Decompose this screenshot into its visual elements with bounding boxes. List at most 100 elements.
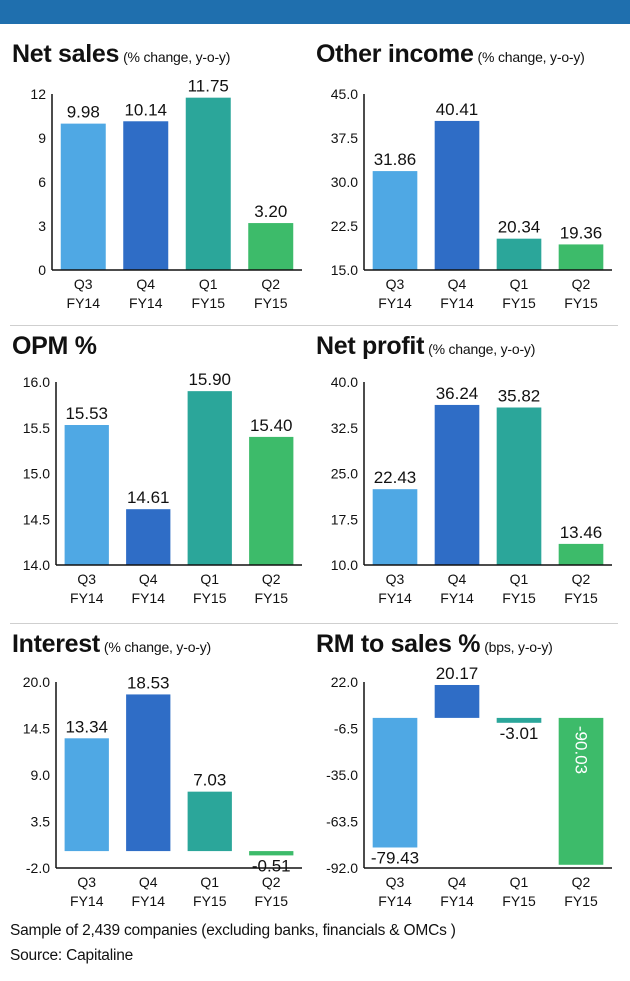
x-tick-label: FY14 <box>440 893 474 909</box>
y-tick-label: 12 <box>30 86 46 102</box>
value-label: 13.34 <box>65 717 108 736</box>
rm-to-sales-title: RM to sales % (bps, y-o-y) <box>316 630 553 659</box>
y-tick-label: -35.0 <box>326 767 358 783</box>
value-label: 40.41 <box>436 100 479 119</box>
x-tick-label: FY14 <box>67 295 101 311</box>
interest-title: Interest (% change, y-o-y) <box>12 630 211 659</box>
x-tick-label: Q3 <box>77 571 96 587</box>
value-label: 10.14 <box>124 100 167 119</box>
opm-title: OPM % <box>12 332 101 361</box>
y-tick-label: 6 <box>38 174 46 190</box>
bar-q3 <box>64 738 109 852</box>
x-tick-label: Q1 <box>199 276 218 292</box>
other-income-chart: 15.0 22.5 30.0 37.5 45.0 31.86 Q3 FY14 40.41 Q4 FY… <box>331 86 612 311</box>
x-tick-label: Q1 <box>510 874 529 890</box>
y-tick-label: -63.5 <box>326 814 358 830</box>
bar-q3 <box>372 489 418 565</box>
chart-subtitle: (% change, y-o-y) <box>123 49 231 65</box>
bar-q4 <box>126 694 171 852</box>
y-tick-label: -2.0 <box>26 860 50 876</box>
x-tick-label: FY14 <box>132 893 166 909</box>
bar-q1 <box>496 238 542 270</box>
interest-panel: Interest (% change, y-o-y) -2.0 3.5 9.0 14.5… <box>12 630 307 920</box>
chart-subtitle: (% change, y-o-y) <box>103 639 212 655</box>
rm-to-sales-panel: RM to sales % (bps, y-o-y) -92.0 -63.5 -35.… <box>316 630 616 920</box>
bar-q2 <box>558 244 604 270</box>
value-label: 22.43 <box>374 468 417 487</box>
source-note: Source: Capitaline <box>10 947 134 964</box>
value-label: 11.75 <box>188 77 229 96</box>
x-tick-label: Q3 <box>386 571 405 587</box>
y-tick-label: 45.0 <box>331 86 358 102</box>
value-label: 15.53 <box>65 404 108 423</box>
x-tick-label: Q2 <box>262 874 281 890</box>
opm-panel: OPM % 14.0 14.5 15.0 15.5 16.0 15.53 Q3 FY14 14.… <box>12 332 307 617</box>
chart-subtitle: (bps, y-o-y) <box>484 639 553 655</box>
y-tick-label: 40.0 <box>331 374 358 390</box>
value-label: -0.51 <box>252 856 291 875</box>
y-tick-label: 37.5 <box>331 130 358 146</box>
x-tick-label: Q2 <box>572 276 591 292</box>
value-label: 20.34 <box>498 218 541 237</box>
value-label: 36.24 <box>436 384 479 403</box>
x-tick-label: FY15 <box>502 295 536 311</box>
bar-q1 <box>187 391 232 565</box>
opm-chart: 14.0 14.5 15.0 15.5 16.0 15.53 Q3 FY14 14.61 Q4 FY… <box>23 370 302 606</box>
bar-q4 <box>434 120 480 270</box>
x-tick-label: Q1 <box>510 571 529 587</box>
value-label: 18.53 <box>127 673 170 692</box>
y-tick-label: 15.5 <box>23 420 50 436</box>
x-tick-label: Q4 <box>448 276 467 292</box>
y-tick-label: 22.5 <box>331 218 358 234</box>
y-tick-label: 22.0 <box>331 674 358 690</box>
x-tick-label: FY15 <box>255 893 289 909</box>
y-tick-label: 14.5 <box>23 511 50 527</box>
x-tick-label: Q3 <box>74 276 93 292</box>
x-tick-label: Q4 <box>139 571 158 587</box>
value-label: -79.43 <box>371 848 419 867</box>
bar-q2 <box>248 223 294 270</box>
y-tick-label: 32.5 <box>331 420 358 436</box>
y-tick-label: 17.5 <box>331 511 358 527</box>
x-tick-label: FY14 <box>129 295 163 311</box>
x-tick-label: FY14 <box>378 295 412 311</box>
y-tick-label: 15.0 <box>23 466 50 482</box>
x-tick-label: FY14 <box>132 590 166 606</box>
value-label: 15.90 <box>188 370 231 389</box>
x-tick-label: FY14 <box>440 590 474 606</box>
x-tick-label: Q1 <box>200 571 219 587</box>
value-label: 13.46 <box>560 523 603 542</box>
top-color-bar <box>0 0 630 24</box>
other-income-panel: Other income (% change, y-o-y) 15.0 22.5 30… <box>316 40 616 320</box>
x-tick-label: Q2 <box>261 276 280 292</box>
rm-to-sales-chart: -92.0 -63.5 -35.0 -6.5 22.0 -79.43 Q3 FY14 20.17… <box>326 664 612 909</box>
bar-q3 <box>60 123 106 270</box>
x-tick-label: Q2 <box>572 571 591 587</box>
x-tick-label: FY15 <box>564 893 598 909</box>
other-income-title: Other income (% change, y-o-y) <box>316 40 585 69</box>
sample-note: Sample of 2,439 companies (excluding ban… <box>10 922 456 939</box>
y-tick-label: 3 <box>38 218 46 234</box>
x-tick-label: FY15 <box>564 295 598 311</box>
value-label: 35.82 <box>498 386 541 405</box>
x-tick-label: FY15 <box>193 893 227 909</box>
y-tick-label: 9.0 <box>31 767 51 783</box>
bar-q4 <box>126 509 171 565</box>
bar-q3 <box>64 425 109 565</box>
row-divider-2 <box>10 623 618 624</box>
y-tick-label: 14.5 <box>23 721 50 737</box>
bar-q2 <box>249 436 294 565</box>
bar-q3 <box>372 717 418 848</box>
y-tick-label: 10.0 <box>331 557 358 573</box>
x-tick-label: FY15 <box>564 590 598 606</box>
x-tick-label: Q3 <box>386 276 405 292</box>
net-sales-chart: 0 3 6 9 12 9.98 Q3 FY14 10.14 Q4 FY14 11.75 Q1 FY15 3.… <box>30 77 302 311</box>
net-sales-title: Net sales (% change, y-o-y) <box>12 40 230 69</box>
value-label: 7.03 <box>193 771 226 790</box>
bar-q2 <box>558 717 604 865</box>
chart-title: OPM % <box>12 332 97 360</box>
bar-q1 <box>496 717 542 723</box>
y-tick-label: 16.0 <box>23 374 50 390</box>
x-tick-label: Q4 <box>136 276 155 292</box>
x-tick-label: Q2 <box>572 874 591 890</box>
